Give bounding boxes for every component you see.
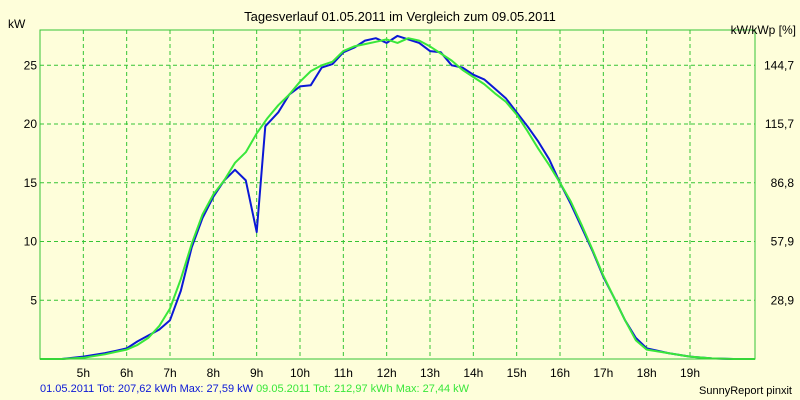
x-tick-label: 14h [463, 366, 483, 380]
y-tick-label: 25 [24, 58, 38, 72]
y2-tick-label: 57,9 [771, 235, 795, 249]
x-tick-label: 8h [207, 366, 220, 380]
x-tick-label: 19h [680, 366, 700, 380]
x-tick-label: 16h [550, 366, 570, 380]
y-tick-label: 20 [24, 117, 38, 131]
y2-tick-label: 28,9 [771, 293, 795, 307]
y2-axis-unit-label: kW/kWp [%] [730, 23, 796, 37]
tick-labels: 5h 6h 7h 8h 9h 10h 11h 12h 13h 14h 15h 16h 17h 18h 19h… [24, 58, 795, 380]
x-tick-label: 18h [637, 366, 657, 380]
series2-summary: 09.05.2011 Tot: 212,97 kWh Max: 27,44 kW [256, 383, 470, 395]
brand-label: SunnyReport pinxit [699, 385, 792, 397]
y2-tick-label: 144,7 [764, 58, 794, 72]
x-tick-label: 15h [507, 366, 527, 380]
plot-area [39, 29, 756, 360]
chart-title: Tagesverlauf 01.05.2011 im Vergleich zum… [244, 9, 556, 24]
x-tick-label: 9h [250, 366, 263, 380]
y2-tick-label: 115,7 [765, 117, 794, 131]
footer-summary: 01.05.2011 Tot: 207,62 kWh Max: 27,59 kW… [40, 383, 469, 395]
x-tick-label: 13h [420, 366, 440, 380]
y-tick-label: 10 [24, 235, 38, 249]
x-tick-label: 6h [120, 366, 133, 380]
x-tick-label: 17h [593, 366, 613, 380]
y-tick-label: 5 [30, 293, 37, 307]
x-tick-label: 12h [377, 366, 397, 380]
series-lines [40, 34, 755, 360]
y-axis-unit-label: kW [8, 17, 26, 31]
y-tick-label: 15 [24, 176, 38, 190]
axes [39, 30, 755, 360]
x-tick-label: 11h [334, 366, 353, 380]
x-tick-label: 7h [163, 366, 176, 380]
y2-tick-label: 86,8 [771, 176, 795, 190]
x-tick-label: 10h [290, 366, 310, 380]
series-line-2 [40, 37, 755, 360]
grid-lines [39, 29, 756, 360]
series1-summary: 01.05.2011 Tot: 207,62 kWh Max: 27,59 kW [40, 383, 253, 395]
x-tick-label: 5h [77, 366, 90, 380]
